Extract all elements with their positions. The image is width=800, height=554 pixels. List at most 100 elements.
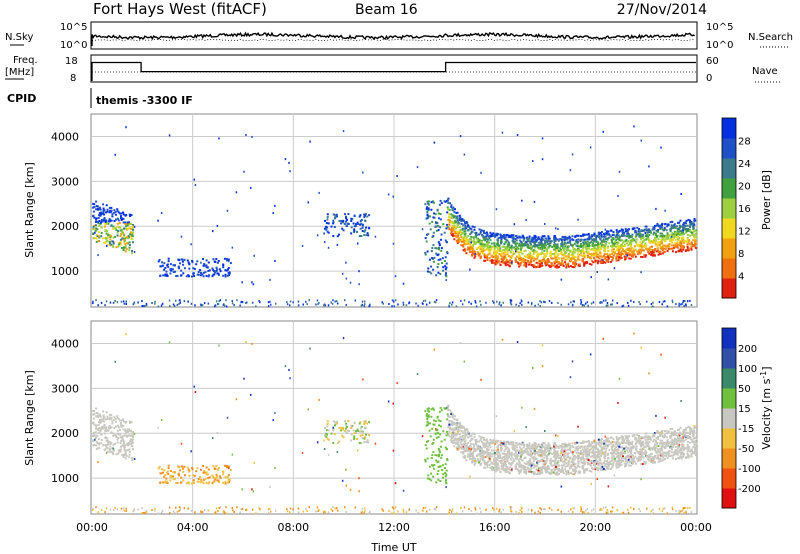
- power-cell: [346, 222, 349, 225]
- power-cell: [651, 305, 653, 308]
- power-cell: [332, 221, 335, 224]
- power-cell: [106, 230, 109, 233]
- velocity-cell: [510, 506, 513, 509]
- power-cell: [438, 244, 441, 247]
- velocity-cell: [617, 441, 620, 444]
- power-cell: [538, 252, 541, 255]
- power-cell: [592, 301, 595, 304]
- power-cell: [610, 255, 613, 258]
- power-cell: [574, 263, 577, 266]
- velocity-cell: [532, 473, 535, 476]
- velocity-cell: [130, 429, 132, 432]
- power-cell: [204, 264, 207, 267]
- velocity-cell: [415, 509, 417, 512]
- power-cell: [142, 305, 145, 307]
- power-cell: [652, 253, 655, 256]
- power-cell: [105, 204, 108, 207]
- velocity-cell: [417, 511, 419, 514]
- power-cell: [567, 265, 570, 268]
- power-cell: [540, 262, 543, 265]
- power-cell: [617, 259, 620, 262]
- power-cell: [350, 220, 353, 222]
- power-cell: [624, 245, 627, 248]
- velocity-cell: [563, 446, 566, 449]
- power-cell: [531, 264, 534, 267]
- power-cell: [694, 240, 696, 243]
- power-cell: [566, 241, 569, 244]
- velocity-cell: [572, 455, 575, 458]
- power-cell: [660, 232, 663, 235]
- velocity-cell: [360, 442, 363, 444]
- velocity-cell: [119, 450, 122, 453]
- power-cell: [628, 247, 631, 250]
- power-cell: [502, 262, 505, 265]
- power-cell: [452, 224, 455, 227]
- power-cell: [562, 249, 565, 252]
- power-cell: [199, 274, 202, 277]
- power-cell: [536, 239, 539, 241]
- power-cell: [439, 213, 442, 215]
- power-cell: [679, 240, 682, 243]
- power-cell: [651, 241, 654, 244]
- power-cell: [520, 244, 523, 246]
- velocity-cell: [527, 460, 530, 463]
- velocity-cell: [560, 510, 562, 513]
- power-cell: [488, 257, 491, 259]
- power-cell: [693, 234, 696, 237]
- power-cell: [200, 303, 202, 306]
- power-cell: [508, 243, 510, 246]
- velocity-cell: [504, 471, 507, 474]
- velocity-cell: [95, 440, 98, 443]
- velocity-cell: [104, 428, 107, 430]
- power-cell: [620, 256, 623, 259]
- power-cell: [457, 237, 460, 240]
- power-cell: [461, 236, 464, 239]
- power-cell: [125, 225, 128, 228]
- power-cell: [222, 264, 225, 266]
- velocity-cell: [347, 430, 350, 432]
- power-cell: [623, 231, 626, 234]
- velocity-cell: [114, 418, 117, 420]
- velocity-cell: [122, 442, 125, 445]
- velocity-cell: [324, 511, 327, 514]
- velocity-cell: [535, 451, 538, 454]
- power-cell: [564, 258, 567, 261]
- power-cell: [634, 248, 637, 251]
- velocity-cell: [160, 511, 163, 514]
- power-cell: [172, 264, 175, 267]
- power-cell: [676, 227, 679, 230]
- power-cell: [521, 246, 524, 249]
- power-cell: [364, 213, 367, 216]
- power-cell: [563, 253, 566, 256]
- velocity-cell: [493, 469, 496, 471]
- power-cell: [127, 235, 130, 238]
- power-cell: [511, 236, 514, 239]
- power-cell: [553, 252, 555, 255]
- velocity-cell: [650, 457, 653, 460]
- velocity-cell: [110, 413, 113, 416]
- power-cell: [427, 208, 430, 211]
- power-cell: [630, 242, 632, 245]
- velocity-cell: [630, 449, 632, 452]
- power-cell: [214, 260, 216, 263]
- power-cell: [469, 248, 472, 251]
- power-cell: [465, 221, 468, 223]
- noise-panel: N.Sky 10^5 10^0 10^5 10^0 N.Search: [5, 21, 793, 51]
- power-cell: [637, 230, 640, 233]
- velocity-cell: [589, 455, 592, 458]
- power-cell: [645, 228, 648, 231]
- velocity-cell: [492, 463, 495, 465]
- colorbar-tick-label: 12: [738, 227, 751, 238]
- power-cell: [666, 235, 668, 238]
- power-cell: [670, 227, 673, 230]
- power-cell: [585, 248, 588, 251]
- velocity-cell: [345, 424, 348, 427]
- power-cell: [231, 246, 234, 249]
- power-cell: [93, 224, 96, 227]
- power-cell: [634, 236, 637, 239]
- power-cell: [492, 232, 495, 235]
- power-cell: [526, 259, 529, 262]
- power-cell: [693, 237, 696, 240]
- velocity-cell: [125, 510, 127, 512]
